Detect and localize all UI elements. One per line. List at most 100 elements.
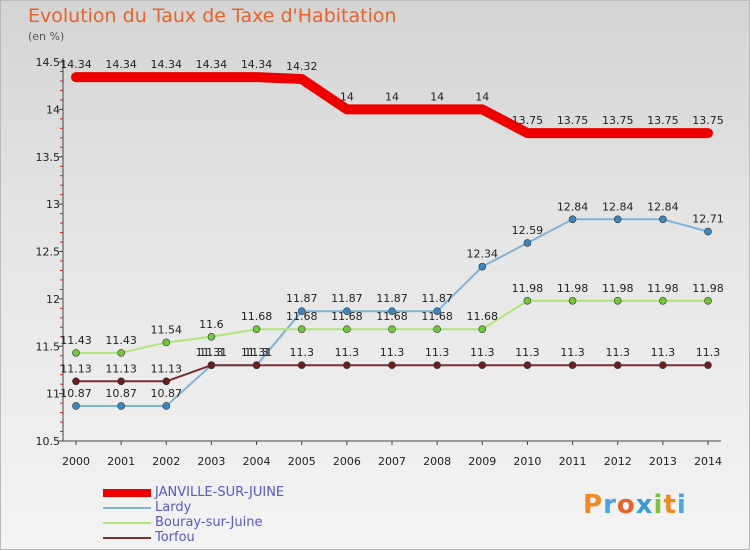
data-label: 11.3: [515, 346, 540, 359]
data-label: 11.3: [289, 346, 314, 359]
data-label: 10.87: [151, 387, 183, 400]
data-point: [568, 215, 577, 224]
legend-label: Torfou: [155, 530, 195, 545]
data-label: 11.3: [651, 346, 676, 359]
data-label: 13.75: [602, 114, 634, 127]
x-tick-label: 2007: [378, 455, 406, 468]
data-point: [162, 338, 171, 347]
legend-swatch: [103, 522, 151, 524]
y-tick-label: 12: [46, 293, 60, 306]
data-point: [117, 349, 125, 357]
x-tick-label: 2005: [288, 455, 316, 468]
y-tick-label: 13.5: [36, 151, 61, 164]
x-tick-label: 2008: [423, 455, 451, 468]
data-label: 14: [475, 90, 489, 103]
y-tick-label: 10.5: [36, 435, 61, 448]
data-label: 12.84: [647, 200, 679, 213]
data-point: [613, 361, 622, 370]
data-point: [297, 307, 306, 315]
data-label: 11.3: [199, 346, 224, 359]
data-label: 11.31: [196, 346, 228, 359]
legend-swatch: [103, 489, 151, 497]
y-tick-label: 12.5: [36, 246, 61, 259]
data-point: [72, 349, 80, 357]
data-point: [478, 262, 487, 271]
data-label: 10.87: [105, 387, 137, 400]
data-point: [117, 377, 125, 386]
y-tick-label: 11: [46, 388, 60, 401]
x-tick-label: 2009: [468, 455, 496, 468]
data-point: [613, 215, 622, 224]
data-label: 11.98: [692, 282, 724, 295]
data-label: 14.34: [196, 58, 228, 71]
data-label: 11.3: [696, 346, 721, 359]
proxiti-logo: Proxiti: [583, 490, 687, 520]
data-label: 12.84: [602, 200, 634, 213]
data-point: [388, 325, 396, 333]
data-point: [343, 325, 351, 333]
logo-letter: i: [653, 490, 664, 520]
y-tick-label: 14.5: [36, 56, 61, 69]
data-label: 11.3: [425, 346, 450, 359]
data-label: 11.3: [560, 346, 585, 359]
y-tick-label: 11.5: [36, 340, 61, 353]
data-point: [388, 307, 396, 315]
data-label: 11.98: [557, 282, 589, 295]
data-label: 11.3: [335, 346, 360, 359]
data-label: 11.87: [376, 292, 408, 305]
data-point: [568, 296, 577, 305]
data-label: 11.98: [602, 282, 634, 295]
data-label: 11.68: [241, 310, 273, 323]
data-label: 11.3: [244, 346, 269, 359]
logo-letter: t: [663, 490, 677, 520]
chart-unit: (en %): [28, 30, 65, 43]
x-tick-label: 2012: [604, 455, 632, 468]
data-label: 11.87: [331, 292, 363, 305]
data-label: 11.54: [151, 323, 183, 336]
y-tick-label: 14: [46, 103, 60, 116]
data-point: [252, 361, 261, 370]
x-tick-label: 2002: [152, 455, 180, 468]
data-label: 11.43: [105, 334, 137, 347]
data-point: [659, 215, 667, 224]
data-label: 12.34: [467, 248, 499, 261]
data-label: 11.87: [421, 292, 453, 305]
logo-letter: x: [635, 490, 654, 520]
data-point: [207, 332, 216, 341]
data-label: 12.71: [692, 213, 724, 226]
data-point: [523, 296, 532, 305]
data-label: 11.68: [421, 310, 453, 323]
data-label: 14.34: [60, 58, 92, 71]
data-label: 13.75: [692, 114, 724, 127]
data-point: [297, 325, 306, 333]
data-label: 11.98: [512, 282, 544, 295]
data-label: 11.31: [241, 346, 273, 359]
data-point: [613, 296, 622, 305]
data-point: [704, 296, 712, 305]
data-label: 12.84: [557, 200, 589, 213]
data-point: [117, 402, 125, 410]
x-tick-label: 2014: [694, 455, 722, 468]
data-point: [478, 361, 487, 370]
x-tick-label: 2011: [559, 455, 587, 468]
data-point: [704, 361, 712, 370]
data-label: 11.3: [470, 346, 495, 359]
data-point: [343, 307, 351, 315]
data-label: 11.87: [286, 292, 318, 305]
y-tick-label: 13: [46, 198, 60, 211]
data-label: 14.32: [286, 60, 318, 73]
data-label: 11.13: [60, 362, 92, 375]
data-point: [523, 361, 532, 370]
data-point: [388, 361, 396, 370]
x-tick-label: 2003: [197, 455, 225, 468]
x-tick-label: 2006: [333, 455, 361, 468]
data-point: [704, 227, 712, 236]
data-label: 14.34: [241, 58, 273, 71]
logo-letter: r: [603, 490, 617, 520]
data-label: 11.6: [199, 318, 224, 331]
data-point: [433, 361, 441, 370]
data-label: 14: [340, 90, 354, 103]
data-label: 11.3: [605, 346, 630, 359]
legend-swatch: [103, 537, 151, 539]
